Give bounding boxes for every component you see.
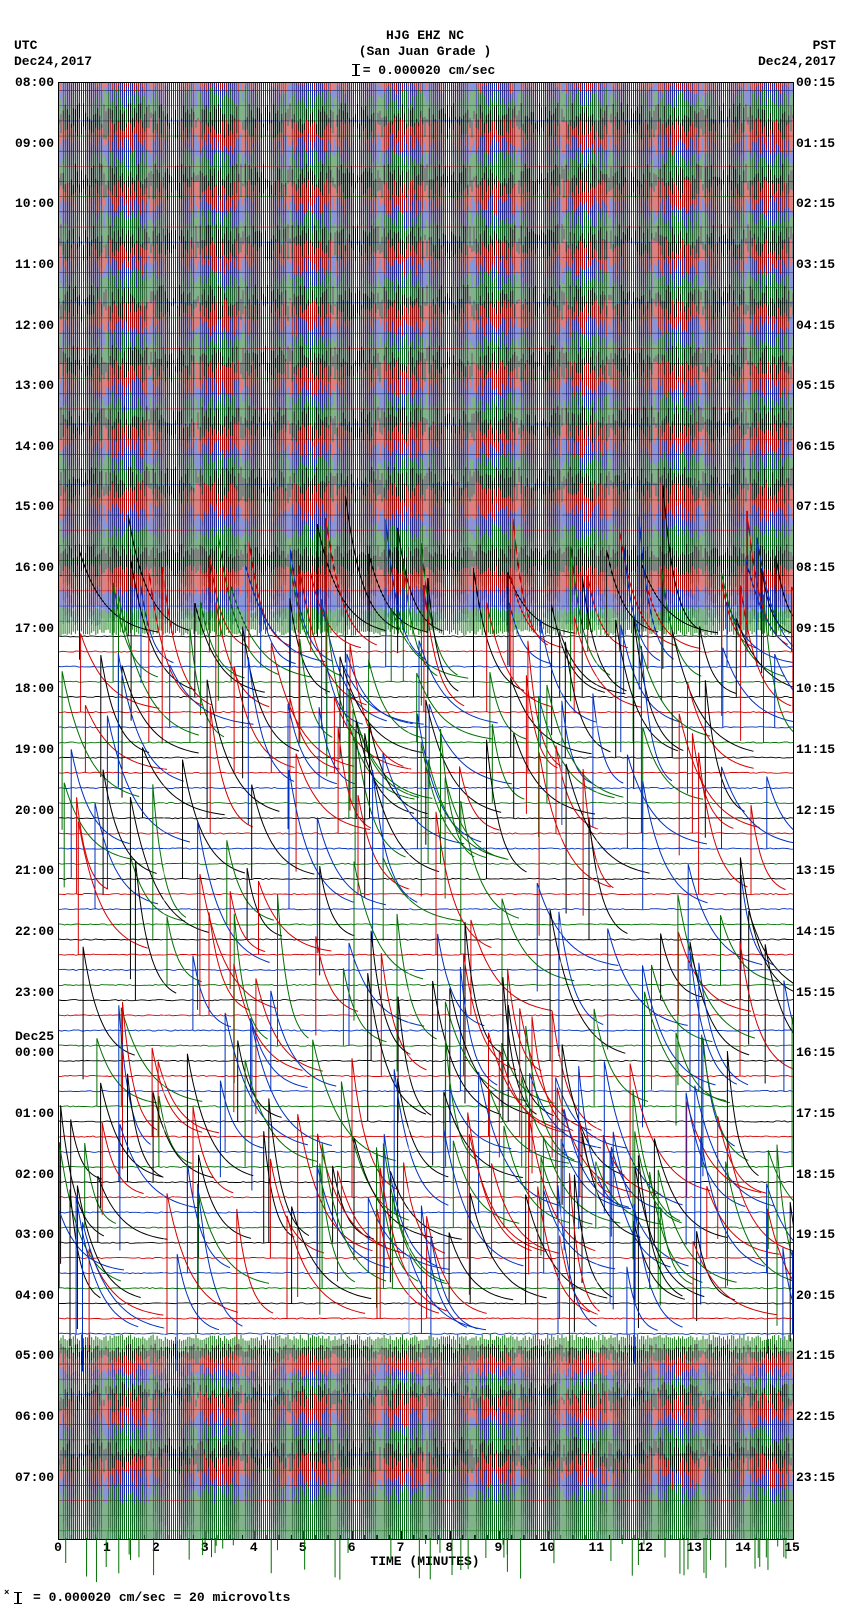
y-label-left: 05:00 [0,1348,54,1363]
y-label-right: 05:15 [796,378,850,393]
y-label-right: 21:15 [796,1348,850,1363]
right-timezone: PST [758,38,836,54]
y-label-right: 14:15 [796,924,850,939]
header-right: PST Dec24,2017 [758,38,836,69]
seismogram-svg [59,83,793,1539]
y-label-right: 22:15 [796,1409,850,1424]
y-label-left: 22:00 [0,924,54,939]
y-label-right: 15:15 [796,985,850,1000]
y-label-right: 19:15 [796,1227,850,1242]
y-label-left: 20:00 [0,803,54,818]
y-label-left: 21:00 [0,863,54,878]
right-date: Dec24,2017 [758,54,836,70]
y-label-right: 09:15 [796,621,850,636]
y-label-left: 08:00 [0,75,54,90]
station-name: (San Juan Grade ) [0,44,850,60]
y-label-right: 08:15 [796,560,850,575]
y-label-left: 01:00 [0,1106,54,1121]
y-label-right: 12:15 [796,803,850,818]
y-label-left: 11:00 [0,257,54,272]
y-label-left: 07:00 [0,1470,54,1485]
y-label-left: 18:00 [0,681,54,696]
y-label-right: 20:15 [796,1288,850,1303]
y-label-left: 06:00 [0,1409,54,1424]
plot-frame [58,82,794,1540]
y-label-right: 10:15 [796,681,850,696]
y-label-left: 03:00 [0,1227,54,1242]
scale-bar-icon [355,64,357,76]
y-label-left: 10:00 [0,196,54,211]
y-label-right: 07:15 [796,499,850,514]
y-label-right: 02:15 [796,196,850,211]
seismogram-page: UTC Dec24,2017 HJG EHZ NC (San Juan Grad… [0,0,850,1613]
y-label-left: 09:00 [0,136,54,151]
y-label-left: 16:00 [0,560,54,575]
scale-bar-icon [17,1592,19,1604]
y-label-left: 19:00 [0,742,54,757]
y-label-right: 18:15 [796,1167,850,1182]
y-label-left: 12:00 [0,318,54,333]
y-label-left: 15:00 [0,499,54,514]
header-center: HJG EHZ NC (San Juan Grade ) = 0.000020 … [0,28,850,79]
y-label-right: 03:15 [796,257,850,272]
y-label-right: 13:15 [796,863,850,878]
y-label-right: 06:15 [796,439,850,454]
y-label-right: 04:15 [796,318,850,333]
y-label-left: 02:00 [0,1167,54,1182]
y-label-left: 14:00 [0,439,54,454]
amplitude-scale: = 0.000020 cm/sec [355,63,496,79]
y-label-left: 04:00 [0,1288,54,1303]
y-label-left: 17:00 [0,621,54,636]
y-label-right: 01:15 [796,136,850,151]
y-label-right: 23:15 [796,1470,850,1485]
y-label-right: 17:15 [796,1106,850,1121]
y-label-right: 00:15 [796,75,850,90]
y-label-left: Dec25 [0,1030,54,1044]
station-code: HJG EHZ NC [0,28,850,44]
y-label-left: 23:00 [0,985,54,1000]
header: UTC Dec24,2017 HJG EHZ NC (San Juan Grad… [0,0,850,80]
y-label-right: 16:15 [796,1045,850,1060]
scale-text: = 0.000020 cm/sec [363,63,496,78]
y-label-right: 11:15 [796,742,850,757]
y-label-left: 00:00 [0,1045,54,1060]
y-label-left: 13:00 [0,378,54,393]
